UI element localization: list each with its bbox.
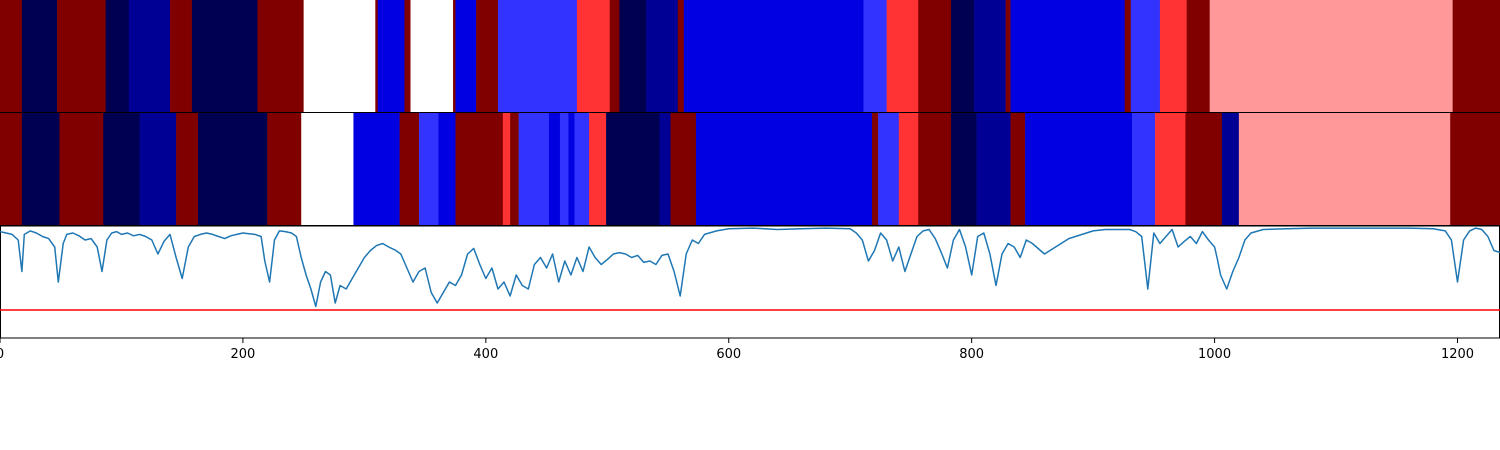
- middle-strip-segment-27: [878, 113, 900, 225]
- x-tick-label: 0: [0, 347, 4, 362]
- top-strip-segment-14: [455, 0, 477, 113]
- top-strip-segment-18: [609, 0, 620, 113]
- top-strip-segment-28: [1005, 0, 1011, 113]
- middle-strip-segment-0: [0, 113, 23, 225]
- top-strip-segment-35: [1452, 0, 1500, 113]
- middle-strip-segment-16: [518, 113, 550, 225]
- top-strip-segment-6: [191, 0, 258, 113]
- middle-strip-segment-33: [1025, 113, 1133, 225]
- middle-strip-segment-25: [695, 113, 873, 225]
- top-strip-segment-0: [0, 0, 23, 113]
- top-strip-segment-9: [375, 0, 379, 113]
- top-strip-segment-5: [170, 0, 193, 113]
- middle-strip-segment-21: [589, 113, 607, 225]
- middle-strip-segment-30: [951, 113, 977, 225]
- top-strip-segment-24: [886, 0, 919, 113]
- top-strip-segment-25: [918, 0, 952, 113]
- top-strip-segment-32: [1159, 0, 1187, 113]
- top-strip-segment-17: [576, 0, 611, 113]
- line-plot-panel: [0, 225, 1500, 339]
- top-strip-segment-3: [105, 0, 130, 113]
- top-strip-segment-20: [646, 0, 679, 113]
- middle-strip-segment-13: [455, 113, 504, 225]
- top-strip-segment-10: [377, 0, 405, 113]
- middle-strip-segment-12: [438, 113, 456, 225]
- series-line: [0, 227, 1500, 308]
- top-strip-segment-30: [1124, 0, 1132, 113]
- top-strip-segment-11: [404, 0, 411, 113]
- top-strip-segment-27: [974, 0, 1006, 113]
- x-tick-label: 600: [716, 347, 741, 362]
- top-strip-segment-29: [1010, 0, 1125, 113]
- middle-strip-segment-29: [918, 113, 952, 225]
- middle-strip-segment-7: [267, 113, 302, 225]
- top-strip-segment-33: [1186, 0, 1211, 113]
- top-strip-segment-2: [57, 0, 106, 113]
- top-strip-segment-15: [476, 0, 499, 113]
- top-strip-segment-19: [619, 0, 647, 113]
- top-strip-segment-34: [1209, 0, 1453, 113]
- top-strip-segment-23: [863, 0, 887, 113]
- top-strip-segment-1: [21, 0, 58, 113]
- middle-strip-segment-4: [139, 113, 177, 225]
- x-tick-label: 400: [473, 347, 498, 362]
- middle-strip-segment-15: [510, 113, 519, 225]
- top-strip-segment-21: [677, 0, 685, 113]
- middle-strip-segment-32: [1010, 113, 1026, 225]
- middle-strip-segment-8: [301, 113, 354, 225]
- top-strip-segment-22: [683, 0, 864, 113]
- top-strip-segment-26: [951, 0, 975, 113]
- middle-strip-segment-38: [1238, 113, 1451, 225]
- middle-strip-segment-11: [419, 113, 439, 225]
- middle-strip-segment-20: [574, 113, 590, 225]
- middle-strip-segment-23: [659, 113, 671, 225]
- middle-strip-segment-35: [1155, 113, 1186, 225]
- middle-strip-segment-19: [568, 113, 575, 225]
- middle-strip-segment-17: [548, 113, 561, 225]
- middle-strip-segment-28: [898, 113, 919, 225]
- middle-strip-segment-14: [502, 113, 511, 225]
- middle-strip-segment-22: [606, 113, 660, 225]
- top-heatmap-strip: [0, 0, 1500, 113]
- middle-strip-segment-9: [353, 113, 400, 225]
- middle-strip-segment-1: [21, 113, 60, 225]
- x-tick-label: 1000: [1198, 347, 1231, 362]
- middle-strip-segment-39: [1450, 113, 1500, 225]
- middle-strip-segment-36: [1185, 113, 1223, 225]
- middle-strip-segment-24: [670, 113, 697, 225]
- top-strip-segment-16: [497, 0, 578, 113]
- top-strip-segment-12: [410, 0, 454, 113]
- top-strip-segment-4: [128, 0, 171, 113]
- middle-strip-segment-5: [176, 113, 199, 225]
- top-strip-segment-31: [1130, 0, 1161, 113]
- top-strip-segment-13: [453, 0, 456, 113]
- middle-strip-segment-2: [59, 113, 104, 225]
- middle-strip-segment-6: [197, 113, 268, 225]
- middle-strip-segment-37: [1221, 113, 1240, 225]
- middle-strip-segment-18: [559, 113, 569, 225]
- x-tick-label: 1200: [1441, 347, 1474, 362]
- top-strip-segment-7: [257, 0, 304, 113]
- middle-strip-segment-31: [976, 113, 1011, 225]
- plot-frame: [0, 225, 1500, 339]
- x-tick-label: 800: [959, 347, 984, 362]
- middle-strip-segment-26: [872, 113, 879, 225]
- x-tick-label: 200: [231, 347, 256, 362]
- middle-strip-segment-34: [1131, 113, 1156, 225]
- x-axis: 0 200 400 600 800 1000 1200: [0, 338, 1474, 362]
- top-strip-segment-8: [303, 0, 376, 113]
- middle-heatmap-strip: [0, 113, 1500, 225]
- middle-strip-segment-3: [103, 113, 140, 225]
- middle-strip-segment-10: [399, 113, 420, 225]
